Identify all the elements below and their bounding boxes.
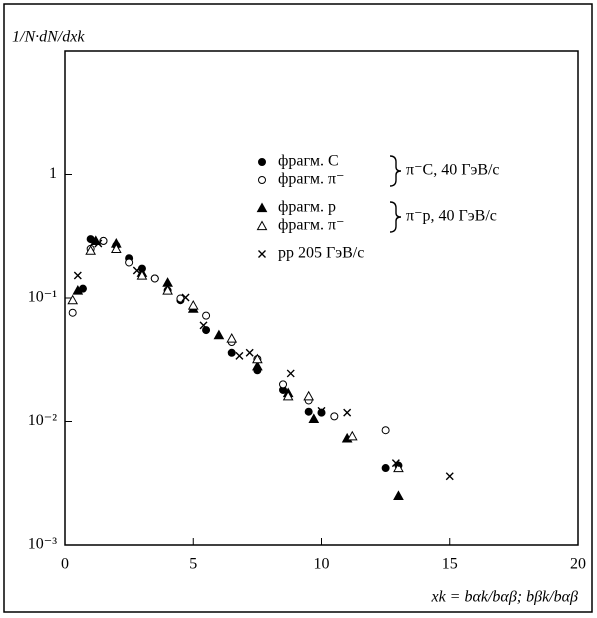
data-point: [213, 329, 225, 340]
legend-marker: [256, 202, 268, 213]
data-point: [85, 245, 96, 255]
legend-brace: [389, 201, 402, 233]
data-point: [99, 236, 108, 245]
data-point: [68, 308, 77, 317]
data-point: [445, 472, 454, 481]
data-point: [73, 271, 82, 280]
data-point: [72, 284, 84, 295]
data-point: [202, 326, 211, 335]
y-tick-label: 1: [49, 165, 57, 182]
outer-frame: [3, 3, 593, 613]
data-point: [346, 430, 358, 441]
data-point: [181, 293, 190, 302]
data-point: [125, 258, 134, 267]
data-point: [199, 321, 208, 330]
data-point: [317, 406, 326, 415]
data-point: [279, 380, 288, 389]
data-point: [132, 266, 141, 275]
data-point: [245, 348, 254, 357]
legend-label: фрагм. π⁻: [278, 171, 344, 188]
plot-frame: [64, 50, 579, 546]
y-tick-label: 10⁻²: [28, 412, 57, 429]
legend-marker: [258, 176, 266, 184]
data-point: [317, 408, 326, 417]
data-point: [393, 490, 404, 500]
data-point: [304, 407, 313, 416]
x-tick-label: 10: [314, 556, 330, 573]
data-point: [391, 459, 400, 468]
data-point: [303, 390, 315, 401]
x-tick-label: 0: [61, 556, 69, 573]
data-point: [381, 464, 390, 473]
legend-brace: [389, 155, 402, 187]
data-point: [202, 311, 211, 320]
data-point: [252, 353, 263, 364]
legend-group-label: π⁻C, 40 ГэВ/с: [406, 162, 500, 179]
data-point: [150, 274, 159, 283]
data-point: [343, 408, 352, 417]
data-point: [393, 462, 404, 473]
data-point: [162, 284, 173, 295]
data-point: [94, 239, 103, 248]
legend-marker: [258, 250, 266, 258]
y-tick-label: 10⁻³: [28, 536, 57, 553]
data-point: [330, 412, 339, 421]
data-point: [286, 369, 295, 378]
data-point: [110, 243, 122, 253]
legend-label: фрагм. π⁻: [278, 217, 344, 234]
legend-label: фрагм. C: [278, 153, 339, 170]
data-point: [381, 426, 390, 435]
y-axis-label: 1/N·dN/dxk: [12, 29, 85, 46]
x-axis-label: xk = bαk/bαβ; bβk/bαβ: [430, 589, 578, 606]
data-point: [282, 390, 294, 401]
legend-label: фрагм. p: [278, 199, 336, 216]
data-point: [308, 413, 320, 423]
data-point: [136, 270, 148, 280]
data-point: [67, 294, 79, 305]
legend-label: pp 205 ГэВ/с: [278, 245, 364, 262]
x-tick-label: 15: [442, 556, 458, 573]
legend-group-label: π⁻p, 40 ГэВ/с: [406, 208, 497, 225]
data-point: [187, 299, 199, 310]
legend-marker: [256, 220, 268, 231]
data-point: [227, 348, 236, 357]
x-tick-label: 5: [189, 556, 197, 573]
data-point: [235, 351, 244, 360]
data-point: [252, 360, 263, 371]
y-tick-label: 10⁻¹: [28, 289, 57, 306]
legend-marker: [258, 158, 266, 166]
data-point: [226, 332, 238, 343]
x-tick-label: 20: [570, 556, 586, 573]
